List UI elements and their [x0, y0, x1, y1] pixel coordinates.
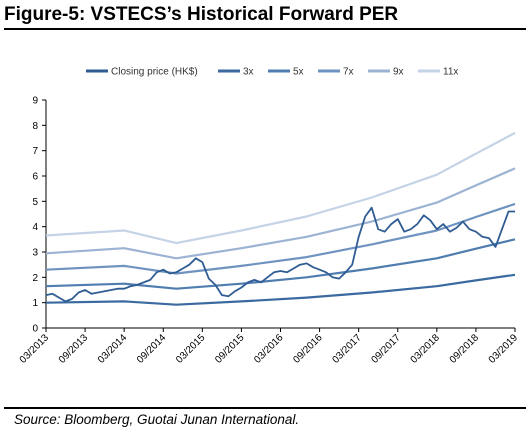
- x-tick-label: 09/2015: [213, 332, 247, 366]
- x-tick-label: 03/2017: [330, 332, 364, 366]
- y-tick-label: 3: [32, 248, 38, 259]
- chart-legend: Closing price (HK$) 3x 5x 7x 9x 11x: [86, 67, 458, 78]
- legend-label: 11x: [443, 67, 458, 78]
- legend-label: Closing price (HK$): [111, 67, 198, 78]
- legend-label: 3x: [243, 67, 254, 78]
- x-tick-label: 03/2018: [409, 332, 443, 366]
- x-tick-label: 03/2019: [487, 332, 521, 366]
- x-axis: 03/2013 09/2013 03/2014 09/2014 03/2015 09/20…: [18, 327, 521, 366]
- series-lines: [45, 131, 516, 306]
- y-tick-label: 8: [32, 121, 38, 132]
- series-line-5x: [45, 238, 516, 290]
- series-line-3x: [45, 273, 516, 306]
- y-tick-label: 7: [32, 146, 38, 157]
- source-rule: [4, 407, 526, 409]
- series-line-7x: [45, 202, 516, 275]
- x-tick-label: 03/2014: [96, 332, 130, 366]
- source-note: Source: Bloomberg, Guotai Junan Internat…: [14, 412, 300, 427]
- x-tick-label: 09/2013: [57, 332, 91, 366]
- y-axis: 0 1 2 3 4 5 6 7 8 9: [32, 96, 47, 335]
- series-line-closing-price-hk: [45, 206, 515, 303]
- y-tick-label: 6: [32, 172, 38, 183]
- series-line-11x: [45, 131, 516, 245]
- x-tick-label: 03/2015: [174, 332, 208, 366]
- y-tick-label: 9: [32, 96, 38, 107]
- x-tick-label: 03/2013: [18, 332, 52, 366]
- x-tick-label: 09/2016: [291, 332, 325, 366]
- y-tick-label: 0: [32, 324, 38, 335]
- x-tick-label: 09/2017: [370, 332, 404, 366]
- y-tick-label: 1: [32, 298, 38, 309]
- title-rule: [4, 28, 526, 30]
- x-tick-label: 09/2018: [448, 332, 482, 366]
- y-tick-label: 2: [32, 273, 38, 284]
- legend-label: 5x: [293, 67, 304, 78]
- y-tick-label: 5: [32, 197, 38, 208]
- series-line-9x: [45, 167, 516, 260]
- x-tick-label: 03/2016: [252, 332, 286, 366]
- legend-label: 9x: [393, 67, 404, 78]
- x-tick-label: 09/2014: [135, 332, 169, 366]
- figure-title: Figure-5: VSTECS’s Historical Forward PE…: [4, 4, 399, 25]
- legend-label: 7x: [343, 67, 354, 78]
- y-tick-label: 4: [32, 222, 38, 233]
